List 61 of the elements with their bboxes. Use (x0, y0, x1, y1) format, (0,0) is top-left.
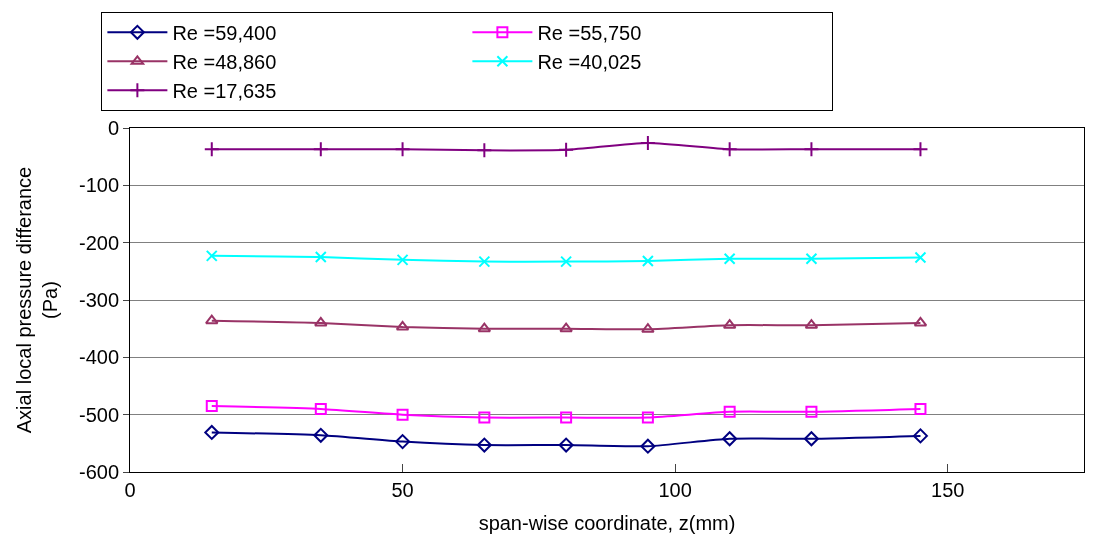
point (641, 323, 655, 333)
point (641, 411, 654, 424)
y-tick-label: -100 (78, 174, 119, 197)
point (394, 141, 411, 158)
point (641, 255, 654, 268)
point (478, 255, 491, 268)
point (476, 142, 493, 159)
point (396, 408, 409, 421)
point (314, 316, 328, 327)
point (721, 141, 738, 158)
legend-label: Re =55,750 (537, 22, 642, 45)
x-tick-label: 50 (391, 479, 414, 501)
point (476, 437, 492, 453)
point (803, 431, 819, 447)
point (639, 134, 656, 151)
point (912, 141, 929, 158)
point (314, 402, 327, 415)
legend-label: Re =17,635 (172, 80, 277, 103)
point (204, 424, 220, 440)
point (203, 141, 220, 158)
point (722, 431, 738, 447)
y-tick-label: -400 (78, 346, 119, 369)
point (805, 405, 818, 418)
point (805, 252, 818, 265)
point (312, 141, 329, 158)
point (913, 316, 928, 327)
point (723, 405, 736, 418)
point (205, 314, 219, 325)
x-axis-title: span-wise coordinate, z(mm) (478, 511, 736, 534)
y-tick-label: -500 (78, 403, 119, 426)
legend-label: Re =40,025 (537, 51, 642, 74)
point (313, 427, 329, 443)
legend-label: Re =59,400 (172, 22, 277, 45)
point (558, 437, 574, 453)
point (914, 251, 927, 264)
point (478, 411, 491, 424)
y-tick-label: -200 (78, 231, 119, 254)
point (560, 255, 573, 268)
y-tick-label: -300 (78, 289, 119, 311)
point (205, 400, 218, 413)
point (559, 322, 573, 333)
point (560, 411, 573, 424)
y-axis-title: Axial local pressure differance (Pa) (13, 166, 62, 434)
point (395, 320, 410, 331)
point (912, 428, 928, 444)
point (640, 438, 656, 454)
point (477, 322, 492, 333)
x-tick-label: 150 (931, 479, 965, 501)
point (914, 402, 927, 415)
point (396, 253, 409, 266)
point (395, 434, 411, 450)
point (205, 249, 218, 262)
y-tick-label: -600 (78, 461, 119, 483)
legend-label: Re =48,860 (172, 51, 277, 74)
x-tick-label: 100 (658, 479, 692, 501)
point (314, 251, 327, 263)
point (803, 141, 820, 158)
y-tick-label: 0 (107, 117, 119, 139)
point (723, 252, 736, 265)
x-tick-label: 0 (124, 479, 136, 501)
point (558, 141, 575, 158)
